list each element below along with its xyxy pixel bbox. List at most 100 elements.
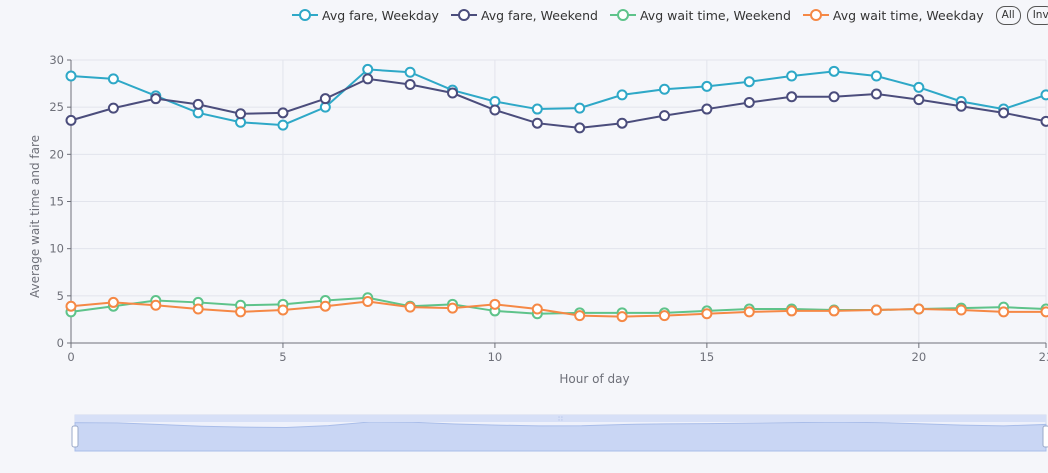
zoom-move-bar[interactable]: [75, 415, 1046, 422]
data-point[interactable]: [107, 102, 119, 114]
x-tick-label: 23: [1039, 350, 1048, 364]
data-point[interactable]: [658, 310, 670, 322]
data-point[interactable]: [574, 102, 586, 114]
axes: 0 5 10 15 20 25 30 0 5 10 15 20 23 Hour of day Average…: [28, 53, 1048, 386]
legend-item[interactable]: Avg wait time, Weekend: [609, 8, 791, 23]
data-point[interactable]: [955, 304, 967, 316]
y-tick-label: 20: [49, 147, 64, 161]
data-point[interactable]: [192, 303, 204, 315]
data-point[interactable]: [616, 117, 628, 129]
data-point[interactable]: [107, 73, 119, 85]
data-point[interactable]: [743, 96, 755, 108]
data-point[interactable]: [192, 98, 204, 110]
data-point[interactable]: [870, 304, 882, 316]
data-point[interactable]: [574, 122, 586, 134]
legend-label: Avg wait time, Weekday: [832, 7, 984, 23]
data-point[interactable]: [65, 300, 77, 312]
data-point[interactable]: [277, 107, 289, 119]
legend-swatch-icon: [802, 9, 829, 21]
data-point[interactable]: [150, 299, 162, 311]
data-point[interactable]: [616, 89, 628, 101]
data-point[interactable]: [150, 93, 162, 105]
data-point[interactable]: [913, 94, 925, 106]
x-tick-label: 15: [700, 350, 715, 364]
data-point[interactable]: [658, 83, 670, 95]
data-point[interactable]: [998, 306, 1010, 318]
data-point[interactable]: [786, 305, 798, 317]
zoom-preview-area: [74, 421, 1047, 452]
data-point[interactable]: [235, 108, 247, 120]
data-point[interactable]: [743, 306, 755, 318]
data-point[interactable]: [489, 298, 501, 310]
data-point[interactable]: [489, 104, 501, 116]
data-point[interactable]: [404, 79, 416, 91]
data-point[interactable]: [235, 306, 247, 318]
data-point[interactable]: [447, 302, 459, 314]
x-tick-label: 10: [488, 350, 503, 364]
data-point[interactable]: [362, 63, 374, 75]
y-tick-label: 15: [49, 195, 64, 209]
data-point[interactable]: [701, 80, 713, 92]
legend: Avg fare, Weekday Avg fare, Weekend Avg wa…: [292, 4, 1048, 26]
zoom-start-handle[interactable]: [71, 425, 79, 448]
data-point[interactable]: [955, 100, 967, 112]
data-point[interactable]: [701, 103, 713, 115]
data-point[interactable]: [319, 300, 331, 312]
zoom-grip[interactable]: ∷: [558, 415, 562, 423]
data-point[interactable]: [277, 304, 289, 316]
legend-label: Avg fare, Weekend: [480, 7, 598, 23]
legend-swatch-icon: [609, 9, 636, 21]
data-point[interactable]: [1040, 306, 1048, 318]
data-point[interactable]: [531, 103, 543, 115]
data-point[interactable]: [362, 295, 374, 307]
data-point[interactable]: [870, 70, 882, 82]
series-line: [70, 300, 1046, 318]
data-point[interactable]: [404, 301, 416, 313]
data-point[interactable]: [574, 310, 586, 322]
data-point[interactable]: [1040, 115, 1048, 127]
series-line: [70, 68, 1047, 127]
data-point[interactable]: [404, 66, 416, 78]
y-tick-label: 0: [57, 336, 64, 350]
y-axis-title: Average wait time and fare: [28, 135, 42, 298]
data-point[interactable]: [1040, 89, 1048, 101]
zoom-end-handle[interactable]: [1042, 425, 1048, 448]
data-point[interactable]: [828, 305, 840, 317]
data-point[interactable]: [870, 88, 882, 100]
data-point[interactable]: [701, 308, 713, 320]
y-tick-label: 30: [49, 53, 64, 67]
legend-item[interactable]: Avg wait time, Weekday: [802, 7, 984, 23]
data-point[interactable]: [658, 110, 670, 122]
data-point[interactable]: [531, 303, 543, 315]
data-point[interactable]: [107, 296, 119, 308]
data-point[interactable]: [65, 114, 77, 126]
series: [65, 63, 1048, 323]
series-3: [65, 295, 1048, 323]
data-point[interactable]: [786, 70, 798, 82]
data-point[interactable]: [319, 93, 331, 105]
grid: [71, 59, 1047, 343]
inverse-select-button[interactable]: Inv: [1026, 5, 1048, 25]
select-all-button[interactable]: All: [995, 5, 1021, 25]
data-point[interactable]: [277, 119, 289, 131]
data-point[interactable]: [362, 73, 374, 85]
data-point[interactable]: [447, 87, 459, 99]
data-point[interactable]: [65, 70, 77, 82]
data-point[interactable]: [786, 91, 798, 103]
data-point[interactable]: [616, 311, 628, 323]
legend-item[interactable]: Avg fare, Weekend: [450, 7, 598, 23]
data-point[interactable]: [828, 91, 840, 103]
data-point[interactable]: [743, 76, 755, 88]
data-point[interactable]: [828, 65, 840, 77]
x-tick-label: 5: [279, 350, 286, 364]
legend-item[interactable]: Avg fare, Weekday: [292, 8, 439, 23]
data-point[interactable]: [913, 81, 925, 93]
data-point[interactable]: [998, 107, 1010, 119]
zoom-slider[interactable]: ∷: [71, 414, 1048, 452]
y-tick-label: 5: [57, 289, 64, 303]
data-point[interactable]: [531, 117, 543, 129]
data-point[interactable]: [913, 303, 925, 315]
x-tick-label: 0: [67, 350, 74, 364]
